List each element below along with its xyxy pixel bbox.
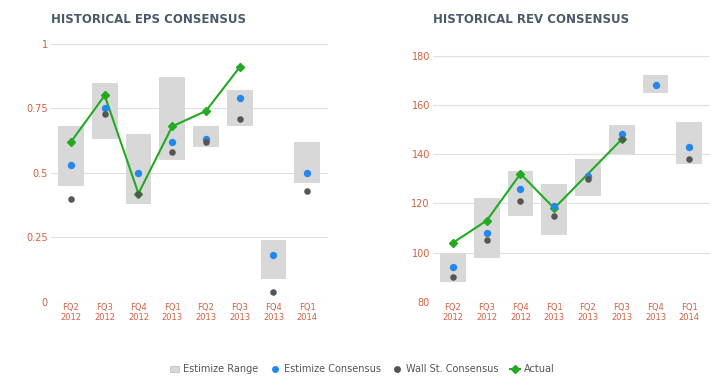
- Point: [65, 162, 77, 168]
- Point: [481, 237, 492, 243]
- Bar: [575, 159, 601, 196]
- Bar: [508, 171, 534, 216]
- Point: [132, 190, 144, 197]
- Point: [301, 188, 313, 194]
- Point: [616, 131, 628, 137]
- Point: [167, 139, 178, 145]
- Point: [683, 144, 695, 150]
- Text: HISTORICAL EPS CONSENSUS: HISTORICAL EPS CONSENSUS: [51, 13, 245, 26]
- Bar: [474, 199, 500, 257]
- Bar: [193, 127, 219, 147]
- Point: [65, 195, 77, 202]
- Point: [549, 212, 560, 219]
- Legend: Estimize Range, Estimize Consensus, Wall St. Consensus, Actual: Estimize Range, Estimize Consensus, Wall…: [166, 361, 558, 378]
- Text: HISTORICAL REV CONSENSUS: HISTORICAL REV CONSENSUS: [433, 13, 629, 26]
- Point: [200, 136, 211, 142]
- Bar: [676, 122, 702, 164]
- Point: [200, 139, 211, 145]
- Bar: [609, 125, 634, 154]
- Bar: [159, 77, 185, 160]
- Point: [515, 198, 526, 204]
- Bar: [92, 82, 117, 139]
- Point: [99, 105, 111, 111]
- Bar: [126, 134, 151, 204]
- Point: [268, 288, 279, 295]
- Point: [234, 116, 245, 122]
- Point: [447, 264, 459, 271]
- Point: [481, 230, 492, 236]
- Bar: [227, 90, 253, 127]
- Point: [99, 110, 111, 116]
- Point: [132, 170, 144, 176]
- Point: [515, 185, 526, 192]
- Bar: [58, 127, 84, 186]
- Point: [167, 149, 178, 155]
- Bar: [542, 184, 567, 235]
- Bar: [261, 240, 286, 279]
- Bar: [643, 75, 668, 92]
- Point: [616, 136, 628, 142]
- Point: [683, 156, 695, 162]
- Bar: [295, 142, 320, 183]
- Point: [549, 203, 560, 209]
- Point: [234, 95, 245, 101]
- Point: [447, 274, 459, 280]
- Point: [582, 173, 594, 179]
- Point: [301, 170, 313, 176]
- Point: [582, 176, 594, 182]
- Bar: [440, 253, 466, 282]
- Point: [268, 252, 279, 259]
- Point: [649, 82, 661, 88]
